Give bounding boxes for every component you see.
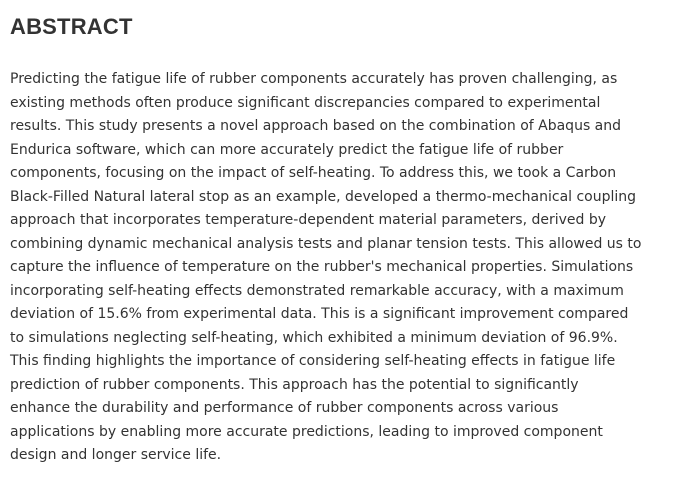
abstract-line: combining dynamic mechanical analysis te… — [10, 235, 642, 252]
abstract-line: approach that incorporates temperature-d… — [10, 212, 607, 228]
section-heading: ABSTRACT — [10, 14, 133, 39]
abstract-line: applications by enabling more accurate p… — [10, 423, 603, 440]
abstract-line: deviation of 15.6% from experimental dat… — [10, 306, 629, 322]
abstract-line: enhance the durability and performance o… — [10, 400, 559, 416]
abstract-line: This finding highlights the importance o… — [10, 353, 616, 369]
abstract-line: to simulations neglecting self-heating, … — [10, 329, 618, 346]
abstract-line: components, focusing on the impact of se… — [10, 165, 617, 181]
abstract-line: capture the influence of temperature on … — [10, 259, 634, 275]
abstract-line: Endurica software, which can more accura… — [10, 141, 564, 158]
abstract-line: Predicting the fatigue life of rubber co… — [10, 71, 618, 87]
abstract-line: results. This study presents a novel app… — [10, 118, 622, 134]
abstract-line: prediction of rubber components. This ap… — [10, 376, 579, 393]
abstract-line: incorporating self-heating effects demon… — [10, 282, 624, 299]
abstract-paragraph: Predicting the fatigue life of rubber co… — [10, 68, 684, 468]
abstract-line: Black-Filled Natural lateral stop as an … — [10, 188, 637, 205]
abstract-line: existing methods often produce significa… — [10, 94, 601, 111]
abstract-line: design and longer service life. — [10, 447, 222, 463]
